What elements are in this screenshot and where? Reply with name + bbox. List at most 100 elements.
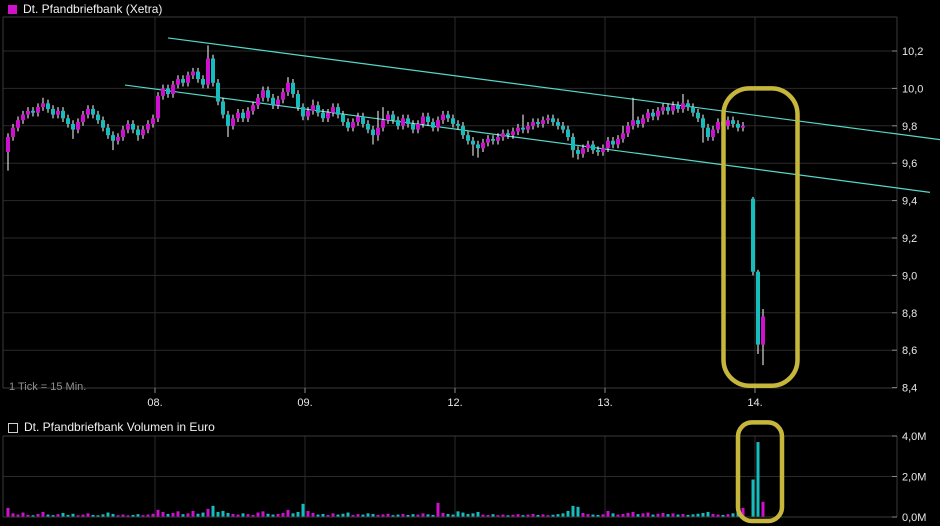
axis-label: 9,4 xyxy=(902,196,917,208)
volume-bar xyxy=(406,514,410,517)
candle-body xyxy=(561,125,565,130)
candle-body xyxy=(591,144,595,151)
candle-body xyxy=(681,103,685,109)
candle-body xyxy=(51,108,55,115)
volume-bar xyxy=(411,514,415,517)
volume-panel-title-text: Dt. Pfandbriefbank Volumen in Euro xyxy=(24,420,215,434)
volume-bar xyxy=(566,510,570,517)
candle-body xyxy=(361,116,365,124)
volume-bar xyxy=(451,514,455,517)
candle-body xyxy=(161,88,165,96)
volume-bar xyxy=(571,505,575,517)
volume-bar xyxy=(246,514,250,517)
volume-bar xyxy=(446,513,450,517)
volume-bar xyxy=(16,514,20,517)
volume-bar xyxy=(101,514,105,517)
volume-bar xyxy=(391,515,395,517)
volume-bar xyxy=(486,514,490,517)
candle-body xyxy=(661,107,665,111)
volume-bar xyxy=(356,514,360,517)
candle-body xyxy=(266,90,270,98)
volume-bar xyxy=(106,512,110,517)
candle-body xyxy=(101,120,105,128)
candle-body xyxy=(491,138,495,141)
candle-body xyxy=(126,123,130,130)
candle-body xyxy=(761,316,765,345)
axis-label: 12. xyxy=(447,397,462,409)
volume-bar xyxy=(256,512,260,517)
candle-body xyxy=(81,114,85,123)
candle-body xyxy=(486,138,490,143)
volume-bar xyxy=(206,508,210,517)
volume-bar xyxy=(306,510,310,517)
volume-bar xyxy=(61,512,65,517)
candle-body xyxy=(346,122,350,128)
trend-channel-upper xyxy=(167,37,940,141)
axis-labels: 10,2 10,0 9,8 9,6 9,4 9,2 9,0 8,8 8,6 8,4 4,0M 2,0M… xyxy=(147,46,926,524)
volume-bar xyxy=(731,513,735,517)
candle-body xyxy=(396,120,400,126)
volume-bar xyxy=(301,503,305,517)
candle-body xyxy=(211,58,215,83)
volume-bar xyxy=(586,514,590,517)
candle-body xyxy=(106,127,110,136)
price-panel-title: Dt. Pfandbriefbank (Xetra) xyxy=(8,3,162,16)
candle-body xyxy=(426,116,430,123)
candle-body xyxy=(676,105,680,109)
candle-body xyxy=(446,114,450,119)
volume-bar xyxy=(386,513,390,517)
crash-highlight-volume xyxy=(735,420,785,524)
candle-body xyxy=(576,150,580,154)
candle-body xyxy=(606,140,610,149)
candle-body xyxy=(261,90,265,98)
volume-bar xyxy=(471,513,475,517)
candle-body xyxy=(736,123,740,128)
candle-body xyxy=(641,118,645,124)
candle-body xyxy=(306,110,310,117)
volume-bar xyxy=(481,514,485,517)
trend-channel-lower xyxy=(124,84,931,193)
candle-body xyxy=(271,97,275,106)
volume-bar xyxy=(516,514,520,517)
volume-bar xyxy=(231,513,235,517)
volume-bar xyxy=(171,512,175,517)
volume-bar xyxy=(491,514,495,517)
candle-body xyxy=(406,118,410,124)
candle-body xyxy=(436,120,440,128)
candle-body xyxy=(196,71,200,80)
candle-body xyxy=(716,122,720,130)
volume-bar xyxy=(286,509,290,517)
volume-bars xyxy=(6,442,765,517)
candle-body xyxy=(221,101,225,115)
candle-body xyxy=(601,148,605,152)
volume-bar xyxy=(381,514,385,517)
volume-bar xyxy=(46,514,50,517)
volume-bar xyxy=(281,512,285,517)
axis-label: 14. xyxy=(747,397,762,409)
candle-body xyxy=(656,110,660,117)
volume-bar xyxy=(536,514,540,517)
volume-bar xyxy=(6,507,10,517)
volume-bar xyxy=(156,509,160,517)
candle-body xyxy=(296,94,300,108)
volume-bar xyxy=(696,513,700,517)
volume-bar xyxy=(611,513,615,517)
candle-body xyxy=(96,114,100,121)
candle-body xyxy=(116,137,120,141)
candle-body xyxy=(301,107,305,117)
axis-label: 9,0 xyxy=(902,270,917,282)
candle-body xyxy=(16,120,20,128)
candle-body xyxy=(701,118,705,128)
volume-bar xyxy=(186,513,190,517)
candle-body xyxy=(201,79,205,85)
candle-body xyxy=(726,120,730,126)
candle-body xyxy=(171,84,175,95)
axis-label: 8,6 xyxy=(902,345,917,357)
candle-body xyxy=(76,122,80,130)
candle-body xyxy=(91,108,95,115)
candle-body xyxy=(431,122,435,128)
axis-label: 10,0 xyxy=(902,83,923,95)
candle-body xyxy=(191,71,195,76)
volume-bar xyxy=(646,512,650,517)
